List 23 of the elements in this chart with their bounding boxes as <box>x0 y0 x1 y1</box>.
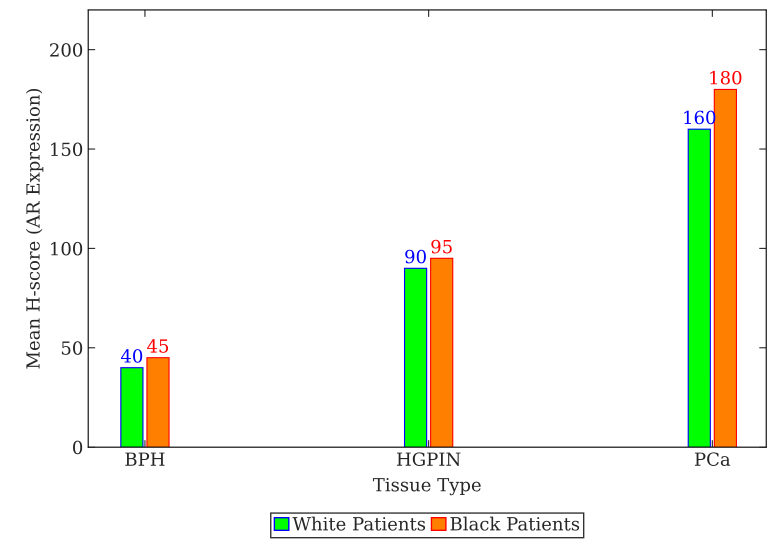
bar <box>430 258 454 448</box>
data-label: 90 <box>405 250 426 264</box>
y-tick-label: 150 <box>51 142 82 156</box>
x-tick-label: BPH <box>125 452 165 466</box>
y-tick-label: 0 <box>73 440 82 454</box>
bar <box>404 268 428 448</box>
x-axis-title: Tissue Type <box>372 478 481 496</box>
bar <box>688 128 711 448</box>
data-label: 180 <box>710 70 742 85</box>
y-axis-title: Mean H-score (AR Expression) <box>26 88 44 369</box>
x-tick-label: PCa <box>694 452 730 466</box>
data-label: 95 <box>431 240 452 254</box>
legend-label: White Patients <box>292 516 426 531</box>
bar <box>120 367 144 448</box>
y-tick-label: 50 <box>62 341 82 355</box>
data-label: 40 <box>120 349 142 363</box>
y-tick-label: 200 <box>50 43 82 57</box>
bar <box>714 88 737 448</box>
data-label: 45 <box>147 339 168 353</box>
y-tick-label: 100 <box>51 242 82 256</box>
x-tick-label: HGPIN <box>397 452 460 466</box>
bar <box>146 357 170 448</box>
legend-label: Black Patients <box>450 516 580 531</box>
